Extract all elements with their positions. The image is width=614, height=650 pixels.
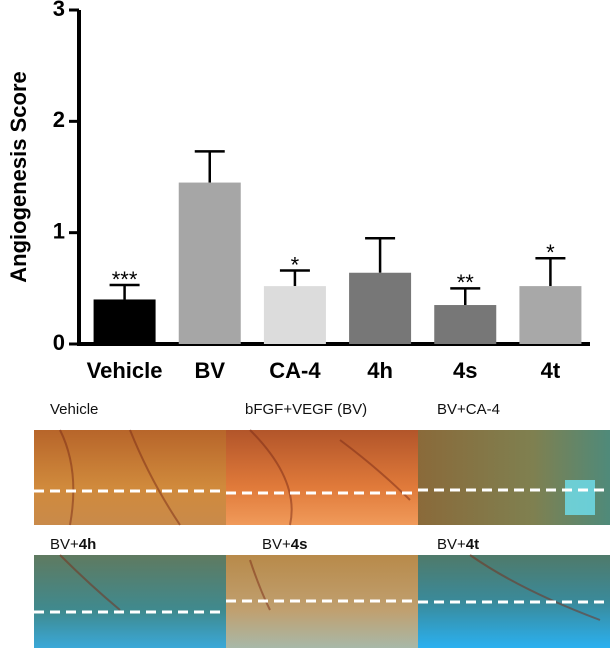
bar — [434, 305, 497, 344]
photo — [34, 555, 226, 648]
y-tick-label: 1 — [53, 218, 65, 243]
photo — [34, 430, 226, 525]
x-tick-label: BV — [194, 358, 225, 383]
panel-label-text: bFGF+VEGF (BV) — [245, 401, 367, 418]
bar — [93, 299, 156, 344]
y-axis-title: Angiogenesis Score — [6, 71, 31, 283]
x-tick-label: 4s — [453, 358, 477, 383]
panel-label: BV+CA-4 — [437, 401, 500, 418]
bar — [178, 182, 241, 344]
panel-label-bold: 4h — [79, 536, 97, 553]
x-tick-label: 4h — [367, 358, 393, 383]
bar — [263, 286, 326, 344]
y-tick-label: 3 — [53, 0, 65, 21]
panel-label-text: BV+ — [437, 536, 466, 553]
panel-label: BV+4s — [262, 536, 307, 553]
panel-label-text: BV+ — [262, 536, 291, 553]
highlight — [565, 480, 595, 515]
significance: ** — [457, 270, 475, 295]
panel-label-text: Vehicle — [50, 401, 98, 418]
panel-label: bFGF+VEGF (BV) — [245, 401, 367, 418]
panel-label-bold: 4s — [291, 536, 308, 553]
significance: * — [291, 252, 300, 277]
photo — [226, 430, 418, 525]
panel-label-bold: 4t — [466, 536, 479, 553]
x-tick-label: Vehicle — [87, 358, 163, 383]
significance: * — [546, 240, 555, 265]
panel-label: Vehicle — [50, 401, 98, 418]
panel-label-text: BV+CA-4 — [437, 401, 500, 418]
bar — [349, 272, 412, 344]
panel-label: BV+4h — [50, 536, 96, 553]
bar — [519, 286, 582, 344]
photo-grid — [34, 429, 610, 648]
y-tick-label: 2 — [53, 107, 65, 132]
panel-label-text: BV+ — [50, 536, 79, 553]
x-tick-label: 4t — [541, 358, 561, 383]
significance: *** — [112, 267, 138, 292]
vessels — [59, 429, 601, 621]
x-tick-label: CA-4 — [269, 358, 321, 383]
y-tick-label: 0 — [53, 330, 65, 355]
panel-label: BV+4t — [437, 536, 479, 553]
